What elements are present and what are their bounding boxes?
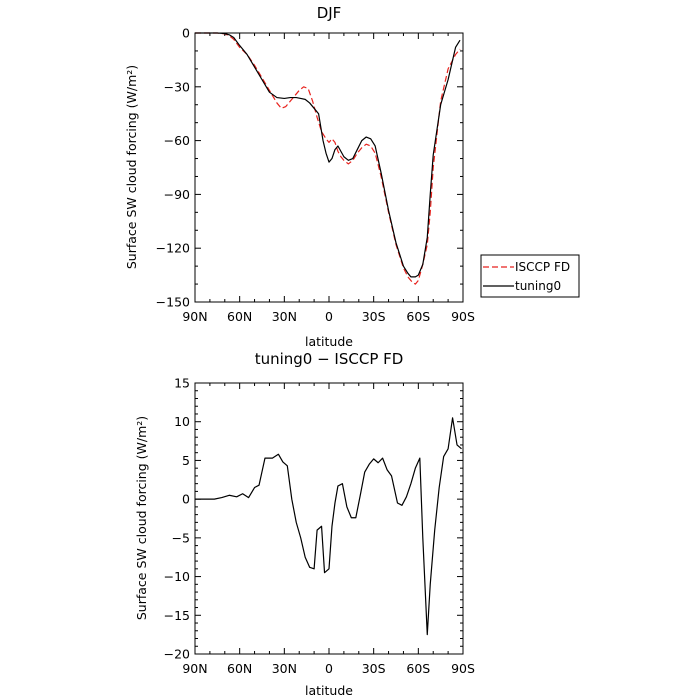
bottom-x-tick-label: 60S xyxy=(406,661,430,676)
legend-box xyxy=(480,254,580,298)
top-series-line-isccp-fd xyxy=(195,32,461,285)
bottom-y-tick-label: −15 xyxy=(164,608,190,623)
bottom-x-tick-label: 0 xyxy=(325,661,333,676)
bottom-y-tick-label: −5 xyxy=(172,530,190,545)
top-x-tick-label: 60N xyxy=(227,309,252,324)
top-y-tick-label: −150 xyxy=(156,295,190,310)
bottom-x-tick-label: 90S xyxy=(451,661,475,676)
bottom-y-tick-label: −20 xyxy=(164,647,190,662)
bottom-x-tick-labels: 90N 60N 30N 0 30S 60S 90S xyxy=(182,661,475,676)
bottom-y-axis-label: Surface SW cloud forcing (W/m²) xyxy=(134,416,149,620)
bottom-x-tick-label: 90N xyxy=(182,661,207,676)
top-x-tick-label: 30N xyxy=(272,309,297,324)
top-x-tick-labels: 90N 60N 30N 0 30S 60S 90S xyxy=(182,309,475,324)
bottom-y-tick-label: 0 xyxy=(182,492,190,507)
bottom-y-tick-label: 10 xyxy=(174,414,190,429)
top-series-line-tuning0 xyxy=(195,32,461,278)
bottom-y-tick-label: 5 xyxy=(182,453,190,468)
bottom-plot-frame xyxy=(194,382,464,655)
bottom-y-tick-labels: 15 10 5 0 −5 −10 −15 −20 xyxy=(164,376,190,662)
top-y-tick-label: −60 xyxy=(164,133,190,148)
bottom-panel: tuning0 − ISCCP FD Surface SW cloud forc… xyxy=(134,350,475,698)
top-y-tick-label: −30 xyxy=(164,79,190,94)
bottom-x-tick-label: 30S xyxy=(362,661,386,676)
legend: ISCCP FD tuning0 xyxy=(480,254,580,298)
bottom-series-line-0 xyxy=(195,417,462,636)
top-series-group xyxy=(195,32,461,285)
legend-label-isccp: ISCCP FD xyxy=(515,260,570,274)
top-y-tick-label: 0 xyxy=(182,26,190,41)
top-x-tick-label: 90S xyxy=(451,309,475,324)
bottom-series-group xyxy=(195,417,462,636)
bottom-y-tick-label: 15 xyxy=(174,376,190,391)
top-x-tick-label: 30S xyxy=(362,309,386,324)
bottom-axis-ticks xyxy=(194,382,464,655)
top-chart-title: DJF xyxy=(317,4,342,22)
top-y-axis-label: Surface SW cloud forcing (W/m²) xyxy=(124,65,139,269)
bottom-x-tick-label: 30N xyxy=(272,661,297,676)
bottom-y-tick-label: −10 xyxy=(164,569,190,584)
legend-label-tuning0: tuning0 xyxy=(515,279,561,293)
top-y-tick-label: −120 xyxy=(156,241,190,256)
bottom-x-tick-label: 60N xyxy=(227,661,252,676)
top-x-tick-label: 90N xyxy=(182,309,207,324)
top-axis-ticks xyxy=(194,32,464,303)
bottom-x-axis-label: latitude xyxy=(305,683,353,698)
top-y-tick-label: −90 xyxy=(164,187,190,202)
bottom-chart-title: tuning0 − ISCCP FD xyxy=(255,350,404,368)
top-y-tick-labels: 0 −30 −60 −90 −120 −150 xyxy=(156,26,190,310)
top-panel: DJF Surface SW cloud forcing (W/m²) lati… xyxy=(124,4,580,349)
top-x-axis-label: latitude xyxy=(305,334,353,349)
top-x-tick-label: 60S xyxy=(406,309,430,324)
top-x-tick-label: 0 xyxy=(325,309,333,324)
